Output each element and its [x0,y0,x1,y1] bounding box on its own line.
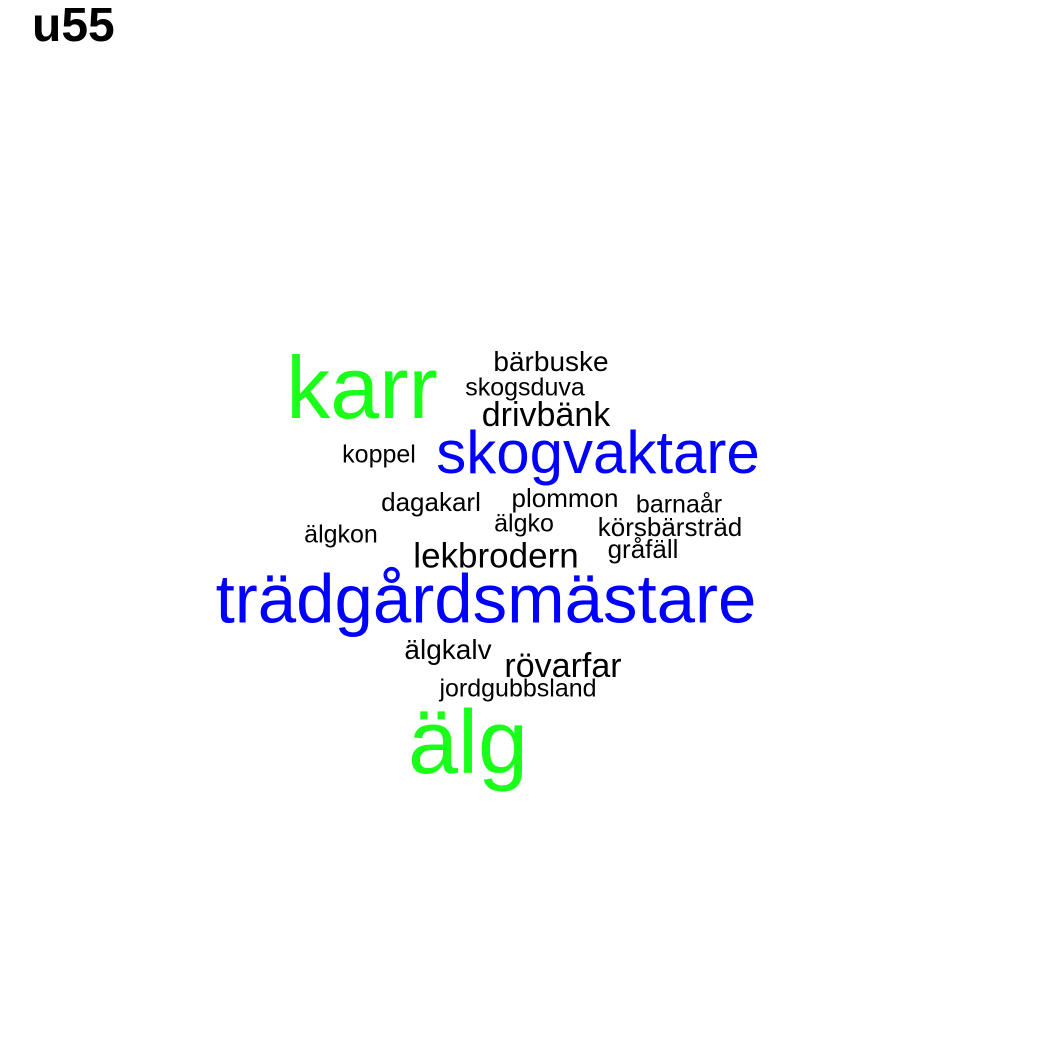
cloud-word-algkon: älgkon [304,520,378,549]
page-title: u55 [32,0,115,52]
cloud-word-jordgubbsland: jordgubbsland [439,674,597,703]
cloud-word-dagakarl: dagakarl [381,487,481,517]
cloud-word-tradgardsmastare: trädgårdsmästare [215,560,757,638]
cloud-word-algkalv: älgkalv [404,634,492,665]
cloud-word-skogsduva: skogsduva [465,373,585,402]
cloud-word-drivbank: drivbänk [481,396,611,434]
cloud-word-algko: älgko [494,509,554,538]
cloud-word-karr: karr [286,338,438,437]
cloud-word-barbuske: bärbuske [493,346,609,377]
cloud-word-rovarfar: rövarfar [504,647,622,685]
cloud-word-skogvaktare: skogvaktare [436,419,760,486]
cloud-word-koppel: koppel [342,440,416,469]
cloud-word-grafall: gråfäll [607,534,679,564]
cloud-word-plommon: plommon [511,483,619,513]
cloud-word-barnaar: barnaår [635,490,723,519]
cloud-word-alg: älg [407,693,529,793]
cloud-word-lekbrodern: lekbrodern [413,536,579,576]
cloud-word-korsbarstrad: körsbärsträd [597,512,743,542]
